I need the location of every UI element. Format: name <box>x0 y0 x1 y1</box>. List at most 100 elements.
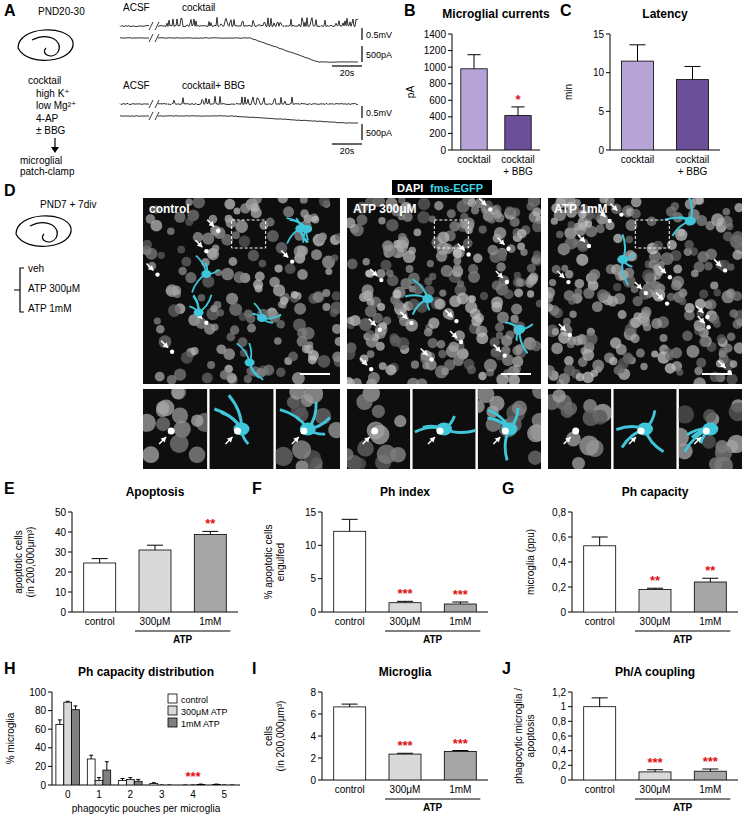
nucleus <box>630 334 639 343</box>
error-bar <box>160 785 164 786</box>
pyknotic-nucleus <box>168 428 175 435</box>
arrow-head <box>372 270 378 276</box>
treatment: veh <box>28 263 44 274</box>
nucleus <box>647 217 657 227</box>
break-mark <box>155 112 159 120</box>
category-label: 2 <box>128 789 134 800</box>
nucleus <box>734 342 742 354</box>
microglia-process <box>645 429 664 452</box>
arrow <box>195 240 202 247</box>
error-cap <box>89 755 93 756</box>
nucleus <box>357 440 374 457</box>
group-label: ATP <box>673 634 693 645</box>
marks <box>622 45 709 150</box>
nucleus <box>253 198 262 204</box>
microglia-process <box>206 270 218 274</box>
category-label: cocktail+ BBG <box>676 154 709 177</box>
tick-label: 0 <box>310 607 316 618</box>
inset <box>613 389 676 469</box>
tick <box>448 150 452 151</box>
tick-label: 10 <box>55 587 67 598</box>
scale-label: 20s <box>340 68 355 78</box>
error-bar <box>467 55 480 69</box>
nucleus <box>551 343 563 355</box>
nucleus <box>311 216 319 224</box>
tick-label: 0,6 <box>552 532 566 543</box>
tick <box>48 785 52 786</box>
error-bar <box>592 698 608 707</box>
background <box>0 0 746 831</box>
error-cap <box>160 785 164 786</box>
tick <box>568 706 572 707</box>
arrow <box>400 312 407 319</box>
inset-bg <box>613 389 676 469</box>
category-label: 1mM <box>699 784 721 795</box>
category-label: 1 <box>96 789 102 800</box>
arrow <box>557 271 564 278</box>
microglia-process <box>405 295 428 298</box>
nucleus <box>505 206 514 215</box>
arrow <box>161 341 168 348</box>
nucleus <box>676 369 683 376</box>
arrow <box>146 264 153 271</box>
nucleus <box>331 301 341 314</box>
nucleus <box>143 446 159 463</box>
nucleus <box>143 240 152 250</box>
bar <box>134 781 142 785</box>
axis-label: apoptosis <box>525 715 536 758</box>
arrow-head <box>402 313 408 319</box>
error-cap <box>136 779 140 780</box>
nucleus <box>491 302 502 313</box>
bar <box>166 785 174 786</box>
bar <box>444 751 476 780</box>
nucleus <box>386 270 394 278</box>
nucleus <box>438 350 446 358</box>
nucleus <box>631 285 639 293</box>
marks <box>84 531 227 612</box>
nucleus <box>732 250 742 260</box>
nucleus <box>280 297 288 305</box>
nucleus <box>156 417 170 431</box>
image-label: ATP 1mM <box>554 202 608 216</box>
group-label: ATP <box>423 634 443 645</box>
tick-label: 1 <box>560 701 566 712</box>
nucleus <box>564 365 576 377</box>
nucleus <box>168 304 181 317</box>
bar <box>189 785 197 786</box>
inset-box <box>635 220 669 248</box>
nucleus <box>651 318 662 329</box>
trace-label: ACSF <box>123 2 150 13</box>
error-bar <box>121 778 125 780</box>
panel-letter: I <box>252 660 256 677</box>
error-line <box>474 55 475 69</box>
nucleus <box>567 340 575 348</box>
microglia-process <box>252 314 262 318</box>
nucleus <box>642 269 655 282</box>
micrograph <box>548 198 742 384</box>
nucleus <box>529 272 538 281</box>
error-cap <box>685 66 701 67</box>
scale-bar <box>361 28 362 40</box>
tick <box>448 83 452 84</box>
arrow <box>479 198 486 205</box>
significance: *** <box>185 769 201 784</box>
nucleus <box>283 206 294 217</box>
bar <box>639 590 671 613</box>
tick-label: 0,4 <box>552 557 566 568</box>
nucleus <box>191 347 199 355</box>
nucleus <box>566 432 581 447</box>
nucleus <box>517 229 527 239</box>
scale-label: 500pA <box>366 50 392 60</box>
category-label: cocktail <box>457 154 490 165</box>
arrow-head <box>698 307 704 313</box>
pyknotic-nucleus <box>409 321 413 325</box>
trace <box>120 37 149 39</box>
nucleus <box>526 202 534 210</box>
scale-label: 20s <box>340 146 355 156</box>
arrow <box>714 259 721 266</box>
category-label: 300μM <box>390 784 421 795</box>
break-mark <box>149 22 153 30</box>
nucleus <box>583 409 600 426</box>
nucleus <box>457 200 470 213</box>
nucleus <box>216 344 226 354</box>
